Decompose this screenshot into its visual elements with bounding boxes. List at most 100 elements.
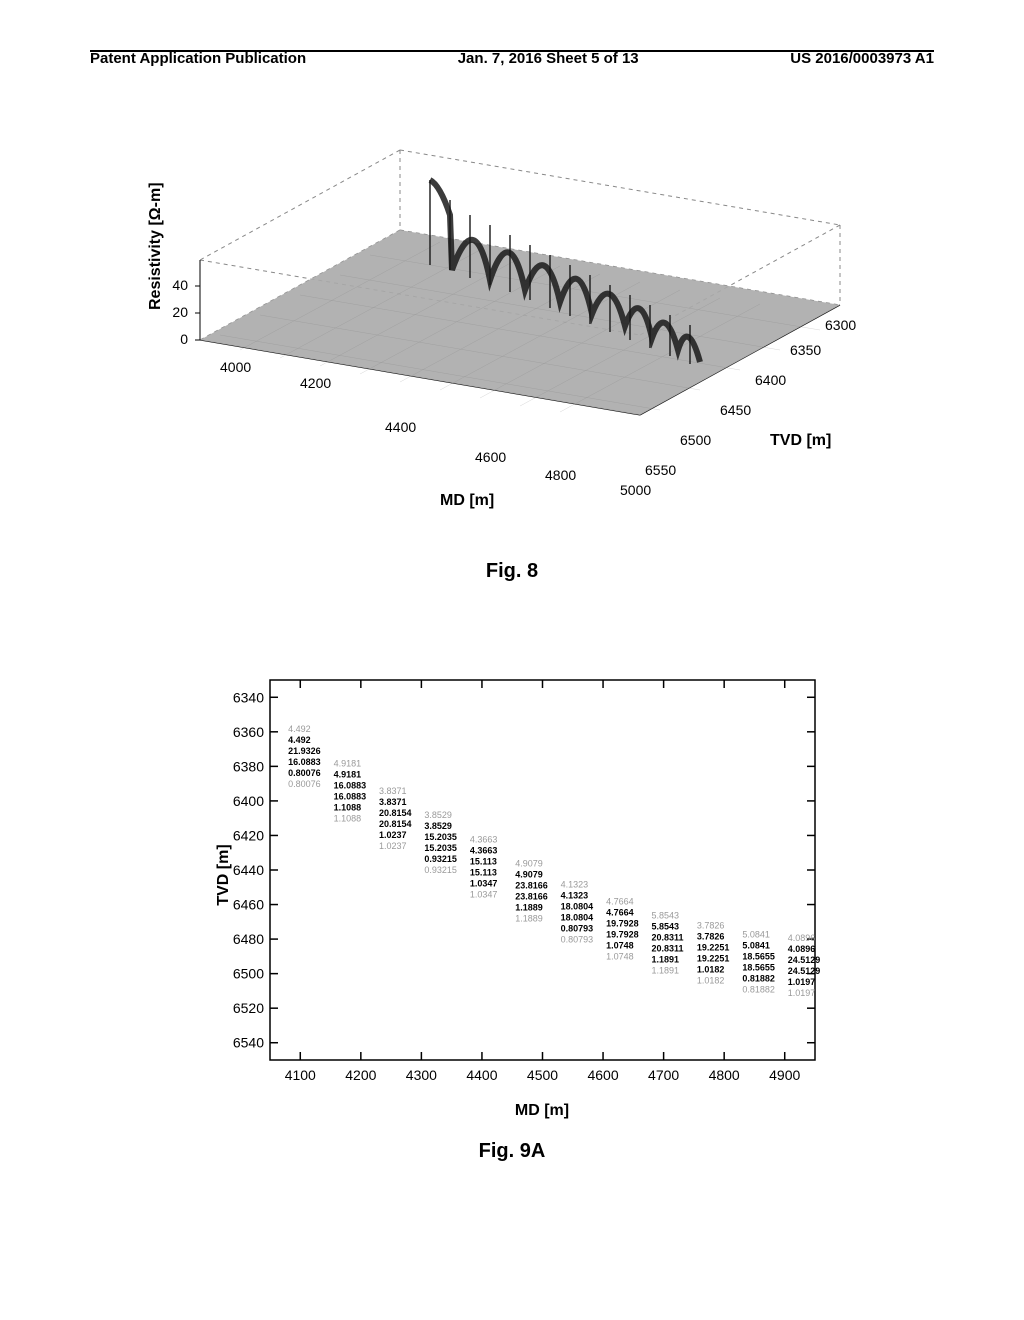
svg-text:MD [m]: MD [m] — [515, 1102, 569, 1119]
svg-text:1.0748: 1.0748 — [606, 941, 634, 951]
svg-text:4.492: 4.492 — [288, 724, 311, 734]
svg-text:1.0347: 1.0347 — [470, 889, 498, 899]
svg-text:6340: 6340 — [233, 689, 264, 705]
svg-text:1.1891: 1.1891 — [652, 965, 680, 975]
svg-text:4300: 4300 — [406, 1067, 437, 1083]
svg-text:3.8529: 3.8529 — [424, 810, 452, 820]
page-header — [0, 10, 1024, 80]
svg-text:6450: 6450 — [720, 402, 751, 418]
svg-text:3.7826: 3.7826 — [697, 932, 725, 942]
svg-text:4.9079: 4.9079 — [515, 859, 543, 869]
svg-text:5.0841: 5.0841 — [742, 929, 770, 939]
svg-text:1.0182: 1.0182 — [697, 965, 725, 975]
svg-text:6540: 6540 — [233, 1035, 264, 1051]
header-text-row: Patent Application Publication Jan. 7, 2… — [90, 50, 934, 67]
svg-text:0.80793: 0.80793 — [561, 923, 594, 933]
svg-text:6360: 6360 — [233, 724, 264, 740]
svg-text:6500: 6500 — [680, 432, 711, 448]
svg-text:15.2035: 15.2035 — [424, 832, 457, 842]
svg-text:0.81882: 0.81882 — [742, 984, 775, 994]
svg-text:4800: 4800 — [709, 1067, 740, 1083]
svg-text:15.2035: 15.2035 — [424, 843, 457, 853]
svg-text:1.1088: 1.1088 — [334, 802, 362, 812]
svg-text:MD [m]: MD [m] — [440, 492, 494, 509]
svg-text:4.1323: 4.1323 — [561, 890, 589, 900]
svg-text:6400: 6400 — [755, 372, 786, 388]
svg-text:0.93215: 0.93215 — [424, 854, 457, 864]
svg-text:6480: 6480 — [233, 931, 264, 947]
svg-text:15.113: 15.113 — [470, 856, 497, 866]
svg-text:0.80076: 0.80076 — [288, 779, 321, 789]
svg-text:20.8311: 20.8311 — [652, 932, 684, 942]
svg-text:6460: 6460 — [233, 897, 264, 913]
svg-text:5.8543: 5.8543 — [652, 921, 680, 931]
svg-text:20.8154: 20.8154 — [379, 819, 412, 829]
svg-text:4.9181: 4.9181 — [334, 769, 362, 779]
svg-text:1.0197: 1.0197 — [788, 988, 816, 998]
svg-text:18.5655: 18.5655 — [742, 951, 775, 961]
svg-text:3.8371: 3.8371 — [379, 786, 407, 796]
fig9a-chart: TVD [m] MD [m] 6340636063806400642064406… — [200, 660, 840, 1130]
svg-text:1.0748: 1.0748 — [606, 952, 634, 962]
svg-text:4.7664: 4.7664 — [606, 897, 634, 907]
svg-text:4800: 4800 — [545, 467, 576, 483]
svg-text:6400: 6400 — [233, 793, 264, 809]
svg-text:24.5129: 24.5129 — [788, 955, 821, 965]
svg-text:0.80076: 0.80076 — [288, 768, 321, 778]
svg-text:4.3663: 4.3663 — [470, 834, 498, 844]
svg-text:4.492: 4.492 — [288, 735, 311, 745]
svg-text:TVD [m]: TVD [m] — [215, 844, 232, 905]
svg-text:6300: 6300 — [825, 317, 856, 333]
svg-text:19.2251: 19.2251 — [697, 943, 730, 953]
svg-text:0.80793: 0.80793 — [561, 934, 594, 944]
svg-text:4.3663: 4.3663 — [470, 845, 498, 855]
svg-text:5000: 5000 — [620, 482, 651, 498]
svg-text:1.0237: 1.0237 — [379, 830, 407, 840]
svg-text:16.0883: 16.0883 — [334, 791, 367, 801]
svg-text:4.0896: 4.0896 — [788, 933, 816, 943]
svg-text:20.8154: 20.8154 — [379, 808, 412, 818]
svg-text:4.9079: 4.9079 — [515, 870, 543, 880]
svg-text:0: 0 — [180, 331, 188, 347]
svg-text:4000: 4000 — [220, 359, 251, 375]
page: Patent Application Publication Jan. 7, 2… — [0, 0, 1024, 1320]
svg-text:6420: 6420 — [233, 827, 264, 843]
svg-text:3.8371: 3.8371 — [379, 797, 407, 807]
svg-text:40: 40 — [172, 277, 188, 293]
svg-text:4.9181: 4.9181 — [334, 758, 362, 768]
svg-text:6520: 6520 — [233, 1000, 264, 1016]
svg-text:6500: 6500 — [233, 966, 264, 982]
svg-text:5.8543: 5.8543 — [652, 910, 680, 920]
svg-text:4200: 4200 — [300, 375, 331, 391]
svg-text:1.0182: 1.0182 — [697, 976, 725, 986]
svg-text:Resistivity [Ω-m]: Resistivity [Ω-m] — [147, 182, 164, 310]
header-left: Patent Application Publication — [90, 50, 306, 67]
svg-text:4700: 4700 — [648, 1067, 679, 1083]
svg-text:3.8529: 3.8529 — [424, 821, 452, 831]
svg-text:4200: 4200 — [345, 1067, 376, 1083]
svg-text:3.7826: 3.7826 — [697, 921, 725, 931]
svg-text:20.8311: 20.8311 — [652, 943, 684, 953]
svg-text:0.93215: 0.93215 — [424, 865, 457, 875]
svg-text:1.1891: 1.1891 — [652, 954, 680, 964]
svg-text:4600: 4600 — [587, 1067, 618, 1083]
svg-text:1.1889: 1.1889 — [515, 903, 543, 913]
svg-text:4600: 4600 — [475, 449, 506, 465]
svg-text:6350: 6350 — [790, 342, 821, 358]
svg-text:1.1088: 1.1088 — [334, 813, 362, 823]
svg-text:18.0804: 18.0804 — [561, 901, 594, 911]
svg-text:4.7664: 4.7664 — [606, 908, 634, 918]
svg-text:6550: 6550 — [645, 462, 676, 478]
svg-text:4.1323: 4.1323 — [561, 879, 589, 889]
svg-text:23.8166: 23.8166 — [515, 881, 548, 891]
svg-text:4400: 4400 — [385, 419, 416, 435]
svg-text:19.2251: 19.2251 — [697, 954, 730, 964]
fig8-caption: Fig. 8 — [0, 560, 1024, 583]
svg-text:TVD [m]: TVD [m] — [770, 432, 831, 449]
svg-text:5.0841: 5.0841 — [742, 940, 770, 950]
svg-text:4400: 4400 — [466, 1067, 497, 1083]
svg-text:0.81882: 0.81882 — [742, 973, 775, 983]
svg-text:4.0896: 4.0896 — [788, 944, 816, 954]
svg-text:15.113: 15.113 — [470, 867, 497, 877]
header-right: US 2016/0003973 A1 — [790, 50, 934, 67]
